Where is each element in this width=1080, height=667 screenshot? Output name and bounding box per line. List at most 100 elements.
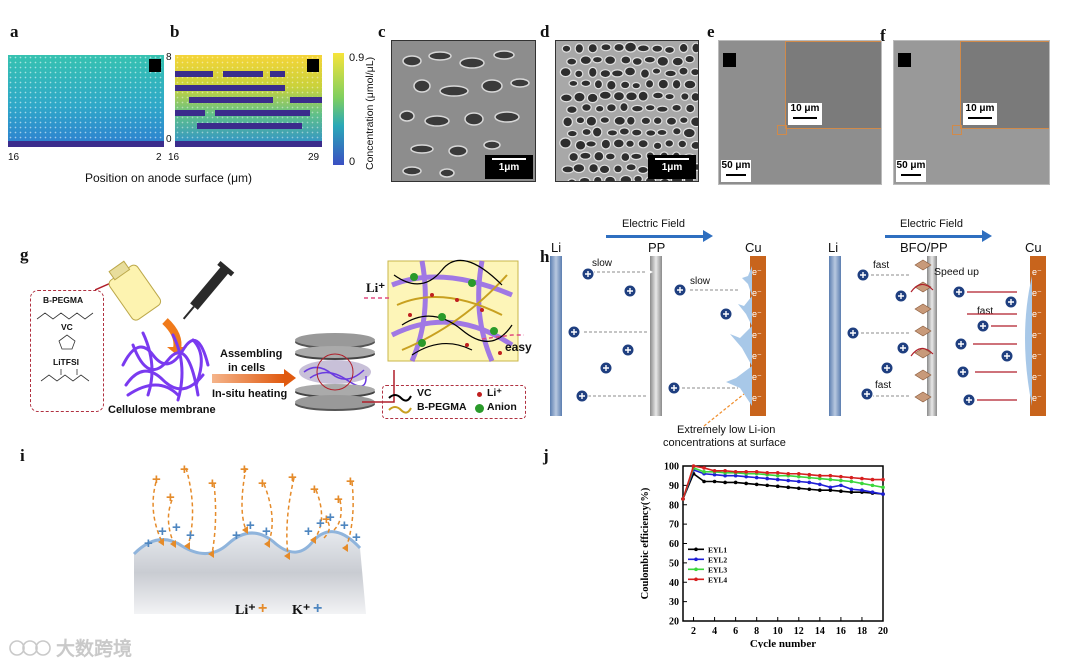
- marker-square: [307, 59, 319, 72]
- marker-square: [149, 59, 161, 72]
- svg-text:+: +: [186, 527, 195, 544]
- data-point-eyl2: [765, 476, 770, 481]
- data-point-eyl2: [786, 478, 791, 483]
- molecule-box: B-PEGMA VC LiTFSI: [30, 290, 104, 412]
- watermark-text: 大数跨境: [56, 638, 133, 660]
- panel-b-heatmap: [175, 55, 322, 147]
- data-point-eyl4: [723, 469, 727, 473]
- data-point-eyl2: [870, 490, 875, 494]
- inset-scale-label-f: 10 μm: [965, 103, 995, 114]
- label-in-cells: in cells: [228, 362, 266, 374]
- data-point-eyl4: [754, 470, 759, 474]
- cu-electrode-right: [1030, 256, 1046, 416]
- electron-label: e⁻: [1032, 309, 1042, 319]
- data-point-eyl2: [849, 487, 854, 492]
- data-point-eyl1: [723, 480, 727, 485]
- electron-label: e⁻: [1032, 351, 1042, 361]
- x-tick-label: 4: [712, 626, 717, 637]
- molecule-structures: [36, 312, 94, 382]
- data-point-eyl3: [807, 475, 812, 480]
- panel-label-h: h: [540, 247, 550, 266]
- electron-label: e⁻: [1032, 393, 1042, 403]
- data-point-eyl2: [860, 488, 864, 493]
- data-point-eyl2: [744, 474, 748, 479]
- data-point-eyl2: [839, 483, 843, 488]
- data-point-eyl2: [733, 473, 738, 478]
- scale-label-c: 1μm: [498, 162, 520, 173]
- data-point-eyl2: [881, 492, 885, 496]
- data-point-eyl1: [828, 488, 833, 493]
- panel-label-j: j: [543, 446, 549, 465]
- data-point-eyl1: [849, 490, 854, 494]
- legend-li: Li⁺: [487, 387, 502, 399]
- data-point-eyl4: [839, 474, 843, 479]
- svg-text:+: +: [258, 475, 267, 492]
- data-point-eyl2: [754, 475, 759, 480]
- y-tick-label: 30: [669, 597, 679, 608]
- plus-li-i: +: [258, 600, 268, 617]
- panel-i-illustration: ++++ ++ ++ +++ ++ + + ++ + + + + ++: [132, 461, 366, 614]
- label-cellulose: Cellulose membrane: [108, 404, 216, 416]
- data-point-eyl4: [691, 464, 696, 468]
- bfo-pp-separator: [927, 256, 937, 416]
- data-point-eyl1: [839, 489, 843, 493]
- panel-label-i: i: [20, 446, 25, 465]
- h-speed-up: Speed up: [934, 266, 979, 278]
- data-point-eyl3: [796, 474, 801, 479]
- li-electrode-right: [829, 256, 841, 416]
- data-point-eyl4: [681, 497, 685, 501]
- h-note-1: Extremely low Li-ion: [677, 424, 776, 436]
- svg-text:+: +: [246, 517, 255, 534]
- pp-separator: [650, 256, 662, 416]
- svg-text:+: +: [152, 471, 161, 488]
- x-axis-label: Cycle number: [750, 638, 816, 648]
- data-point-eyl3: [839, 478, 843, 483]
- data-point-eyl3: [870, 483, 875, 488]
- label-litfsi: LiTFSI: [53, 357, 79, 367]
- electron-labels-right: e⁻ e⁻ e⁻ e⁻ e⁻ e⁻ e⁻: [1032, 262, 1046, 412]
- scale-bar-e: 50 μm: [721, 160, 751, 182]
- h-fast1: fast: [873, 260, 890, 271]
- legend-label: EYL2: [708, 555, 727, 564]
- watermark: 大数跨境: [8, 634, 132, 661]
- h-bfo-pp: BFO/PP: [900, 240, 948, 255]
- h-note-2: concentrations at surface: [663, 437, 786, 449]
- y-tick-label: 40: [669, 578, 679, 589]
- data-point-eyl2: [723, 473, 727, 478]
- svg-text:+: +: [166, 489, 175, 506]
- svg-text:+: +: [158, 523, 167, 540]
- colorbar-label: Concentration (μmol/μL): [364, 56, 376, 170]
- legend-marker: [694, 577, 698, 582]
- data-point-eyl3: [775, 473, 780, 478]
- y-tick-label: 60: [669, 539, 679, 550]
- x-tick-label: 14: [815, 626, 825, 637]
- scale-label-f: 50 μm: [896, 160, 926, 171]
- panel-label-b: b: [170, 22, 180, 41]
- svg-text:+: +: [288, 469, 297, 486]
- sem-image-c: 1μm: [391, 40, 536, 182]
- b-tick-left: 16: [168, 152, 180, 163]
- inset-scale-label-e: 10 μm: [790, 103, 820, 114]
- data-point-eyl4: [702, 466, 706, 470]
- svg-text:+: +: [310, 481, 319, 498]
- y-tick-label: 70: [669, 520, 679, 531]
- process-arrow: [212, 374, 284, 383]
- x-tick-label: 8: [754, 626, 759, 637]
- data-point-eyl4: [818, 473, 822, 478]
- svg-text:+: +: [144, 535, 153, 552]
- inset-scale-f: 10 μm: [963, 103, 997, 125]
- ion-paths-left: [567, 267, 740, 403]
- electron-label: e⁻: [752, 309, 762, 319]
- svg-text:+: +: [334, 491, 343, 508]
- y-tick-label: 100: [664, 462, 679, 473]
- data-point-eyl2: [796, 479, 801, 484]
- x-tick-label: 16: [836, 626, 846, 637]
- data-point-eyl1: [744, 481, 748, 486]
- panel-a-heatmap: [8, 55, 164, 147]
- data-point-eyl4: [733, 470, 738, 474]
- dendrite-left: [726, 266, 752, 406]
- data-point-eyl1: [765, 483, 770, 488]
- svg-text:+: +: [262, 523, 271, 540]
- data-point-eyl4: [860, 476, 864, 481]
